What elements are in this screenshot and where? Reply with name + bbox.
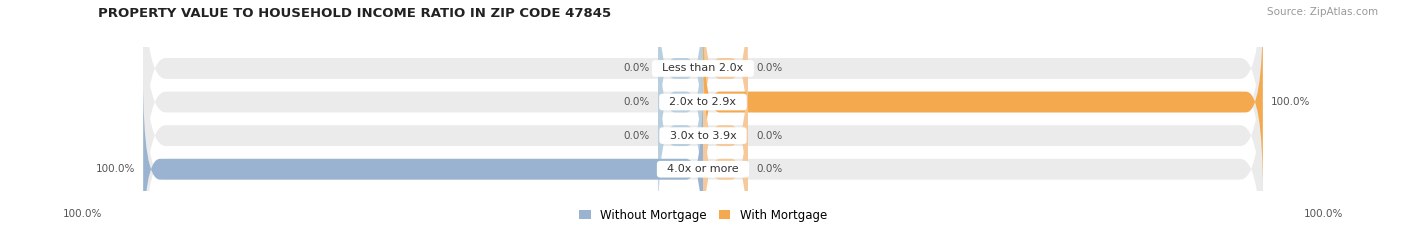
Text: 100.0%: 100.0% — [96, 164, 135, 174]
Text: 0.0%: 0.0% — [756, 164, 782, 174]
FancyBboxPatch shape — [143, 12, 1263, 233]
Text: 3.0x to 3.9x: 3.0x to 3.9x — [662, 131, 744, 141]
FancyBboxPatch shape — [658, 12, 703, 192]
Text: 4.0x or more: 4.0x or more — [661, 164, 745, 174]
Text: 0.0%: 0.0% — [756, 131, 782, 141]
FancyBboxPatch shape — [658, 0, 703, 159]
FancyBboxPatch shape — [143, 0, 1263, 226]
Text: 0.0%: 0.0% — [756, 63, 782, 73]
Text: Source: ZipAtlas.com: Source: ZipAtlas.com — [1267, 7, 1378, 17]
Text: 100.0%: 100.0% — [1271, 97, 1310, 107]
Text: 100.0%: 100.0% — [1303, 209, 1343, 219]
Text: Less than 2.0x: Less than 2.0x — [655, 63, 751, 73]
FancyBboxPatch shape — [143, 79, 703, 233]
Text: 0.0%: 0.0% — [624, 63, 650, 73]
FancyBboxPatch shape — [703, 45, 748, 226]
FancyBboxPatch shape — [658, 45, 703, 226]
Text: PROPERTY VALUE TO HOUSEHOLD INCOME RATIO IN ZIP CODE 47845: PROPERTY VALUE TO HOUSEHOLD INCOME RATIO… — [98, 7, 612, 20]
Text: 0.0%: 0.0% — [624, 97, 650, 107]
Text: 2.0x to 2.9x: 2.0x to 2.9x — [662, 97, 744, 107]
FancyBboxPatch shape — [703, 12, 1263, 192]
FancyBboxPatch shape — [703, 79, 748, 233]
FancyBboxPatch shape — [143, 45, 1263, 233]
Legend: Without Mortgage, With Mortgage: Without Mortgage, With Mortgage — [579, 209, 827, 222]
Text: 100.0%: 100.0% — [63, 209, 103, 219]
FancyBboxPatch shape — [143, 0, 1263, 192]
FancyBboxPatch shape — [703, 0, 748, 159]
Text: 0.0%: 0.0% — [624, 131, 650, 141]
